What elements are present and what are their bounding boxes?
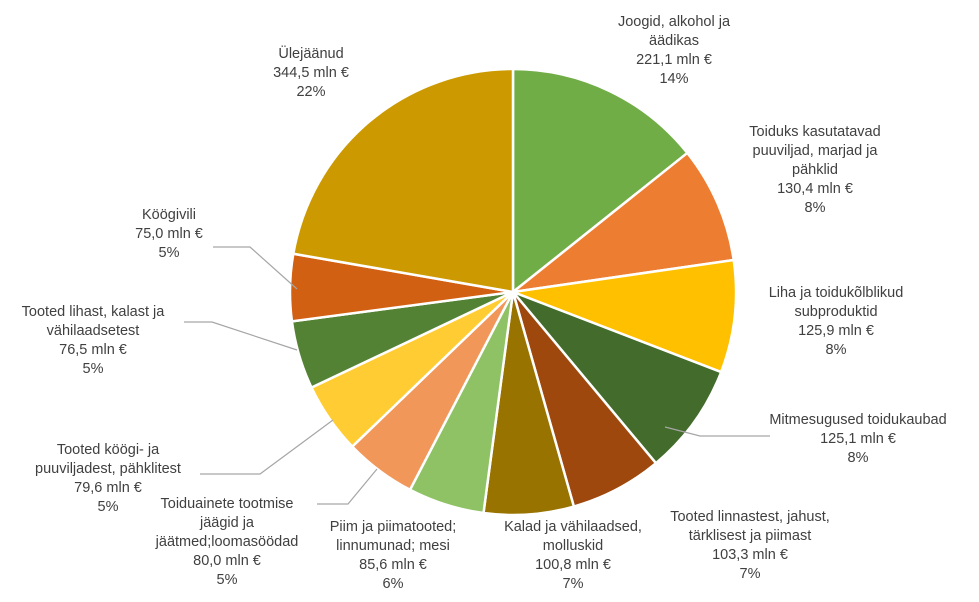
pie-slices <box>288 67 738 517</box>
data-label-6-name: molluskid <box>543 538 603 554</box>
data-label-11: Köögivili 75,0 mln € 5% <box>135 207 203 261</box>
leader-line-8 <box>317 468 378 505</box>
data-label-4: Mitmesugused toidukaubad 125,1 mln € 8% <box>769 412 946 466</box>
data-label-2-name: Toiduks kasutatavad <box>749 124 880 140</box>
pie-slice-1 <box>511 67 690 295</box>
data-label-10-percent: 5% <box>83 361 104 377</box>
data-label-1: Joogid, alkohol ja äädikas 221,1 mln € 14% <box>618 14 731 87</box>
data-label-1-name: äädikas <box>649 33 699 49</box>
data-label-12-percent: 22% <box>296 84 325 100</box>
data-label-1-value: 221,1 mln € <box>636 52 712 68</box>
data-label-10-name: vähilaadsetest <box>47 323 140 339</box>
data-label-12-value: 344,5 mln € <box>273 65 349 81</box>
data-label-11-percent: 5% <box>159 245 180 261</box>
data-label-8-name: Toiduainete tootmise <box>161 496 294 512</box>
data-label-10-name: Tooted lihast, kalast ja <box>22 304 166 320</box>
data-label-9-percent: 5% <box>98 499 119 515</box>
data-label-4-value: 125,1 mln € <box>820 431 896 447</box>
data-label-2-percent: 8% <box>805 200 826 216</box>
leader-line-9 <box>200 419 334 475</box>
data-label-3-percent: 8% <box>826 342 847 358</box>
leader-line-10 <box>184 321 298 351</box>
data-label-11-value: 75,0 mln € <box>135 226 203 242</box>
data-label-9-name: puuviljadest, pähklitest <box>35 461 181 477</box>
data-label-3: Liha ja toidukõlblikud subproduktid 125,9 … <box>769 285 904 358</box>
data-label-8-name: jäätmed;loomasöödad <box>155 534 299 550</box>
data-label-8: Toiduainete tootmise jäägid ja jäätmed;loo… <box>155 496 299 588</box>
data-label-2-name: pähklid <box>792 162 838 178</box>
data-label-4-percent: 8% <box>848 450 869 466</box>
leader-line-4 <box>664 426 770 437</box>
data-label-11-name: Köögivili <box>142 207 196 223</box>
pie-slice-12 <box>291 67 515 294</box>
data-label-5-value: 103,3 mln € <box>712 547 788 563</box>
data-label-5-name: tärklisest ja piimast <box>689 528 811 544</box>
data-label-7-percent: 6% <box>383 576 404 592</box>
data-label-6-percent: 7% <box>563 576 584 592</box>
data-label-1-name: Joogid, alkohol ja <box>618 14 731 30</box>
pie-slice-2 <box>508 151 736 294</box>
data-label-6-name: Kalad ja vähilaadsed, <box>504 519 642 535</box>
data-label-5-name: Tooted linnastest, jahust, <box>670 509 830 525</box>
data-label-7-name: linnumunad; mesi <box>336 538 450 554</box>
data-label-10: Tooted lihast, kalast ja vähilaadsetest 76… <box>22 304 166 377</box>
leader-lines <box>184 246 770 505</box>
data-label-10-value: 76,5 mln € <box>59 342 127 358</box>
data-label-8-value: 80,0 mln € <box>193 553 261 569</box>
data-label-1-percent: 14% <box>659 71 688 87</box>
leader-line-11 <box>213 246 298 290</box>
data-label-6: Kalad ja vähilaadsed, molluskid 100,8 mln … <box>504 519 642 592</box>
data-label-7-value: 85,6 mln € <box>359 557 427 573</box>
data-label-12-name: Ülejäänud <box>278 44 343 62</box>
data-label-3-name: Liha ja toidukõlblikud <box>769 285 904 301</box>
data-labels: Joogid, alkohol ja äädikas 221,1 mln € 14% T… <box>22 14 947 592</box>
data-label-5: Tooted linnastest, jahust, tärklisest ja … <box>670 509 830 582</box>
data-label-5-percent: 7% <box>740 566 761 582</box>
data-label-2: Toiduks kasutatavad puuviljad, marjad ja p… <box>749 124 880 216</box>
data-label-12: Ülejäänud 344,5 mln € 22% <box>273 44 349 100</box>
pie-slice-4 <box>508 289 723 465</box>
data-label-8-name: jäägid ja <box>199 515 255 531</box>
data-label-2-name: puuviljad, marjad ja <box>753 143 879 159</box>
data-label-9-value: 79,6 mln € <box>74 480 142 496</box>
data-label-3-value: 125,9 mln € <box>798 323 874 339</box>
pie-slice-3 <box>508 258 738 374</box>
data-label-9: Tooted köögi- ja puuviljadest, pähklitest… <box>35 442 181 515</box>
data-label-3-name: subproduktid <box>794 304 877 320</box>
data-label-7-name: Piim ja piimatooted; <box>330 519 457 535</box>
data-label-6-value: 100,8 mln € <box>535 557 611 573</box>
data-label-4-name: Mitmesugused toidukaubad <box>769 412 946 428</box>
data-label-8-percent: 5% <box>217 572 238 588</box>
data-label-9-name: Tooted köögi- ja <box>57 442 160 458</box>
data-label-2-value: 130,4 mln € <box>777 181 853 197</box>
data-label-7: Piim ja piimatooted; linnumunad; mesi 85,6… <box>330 519 457 592</box>
